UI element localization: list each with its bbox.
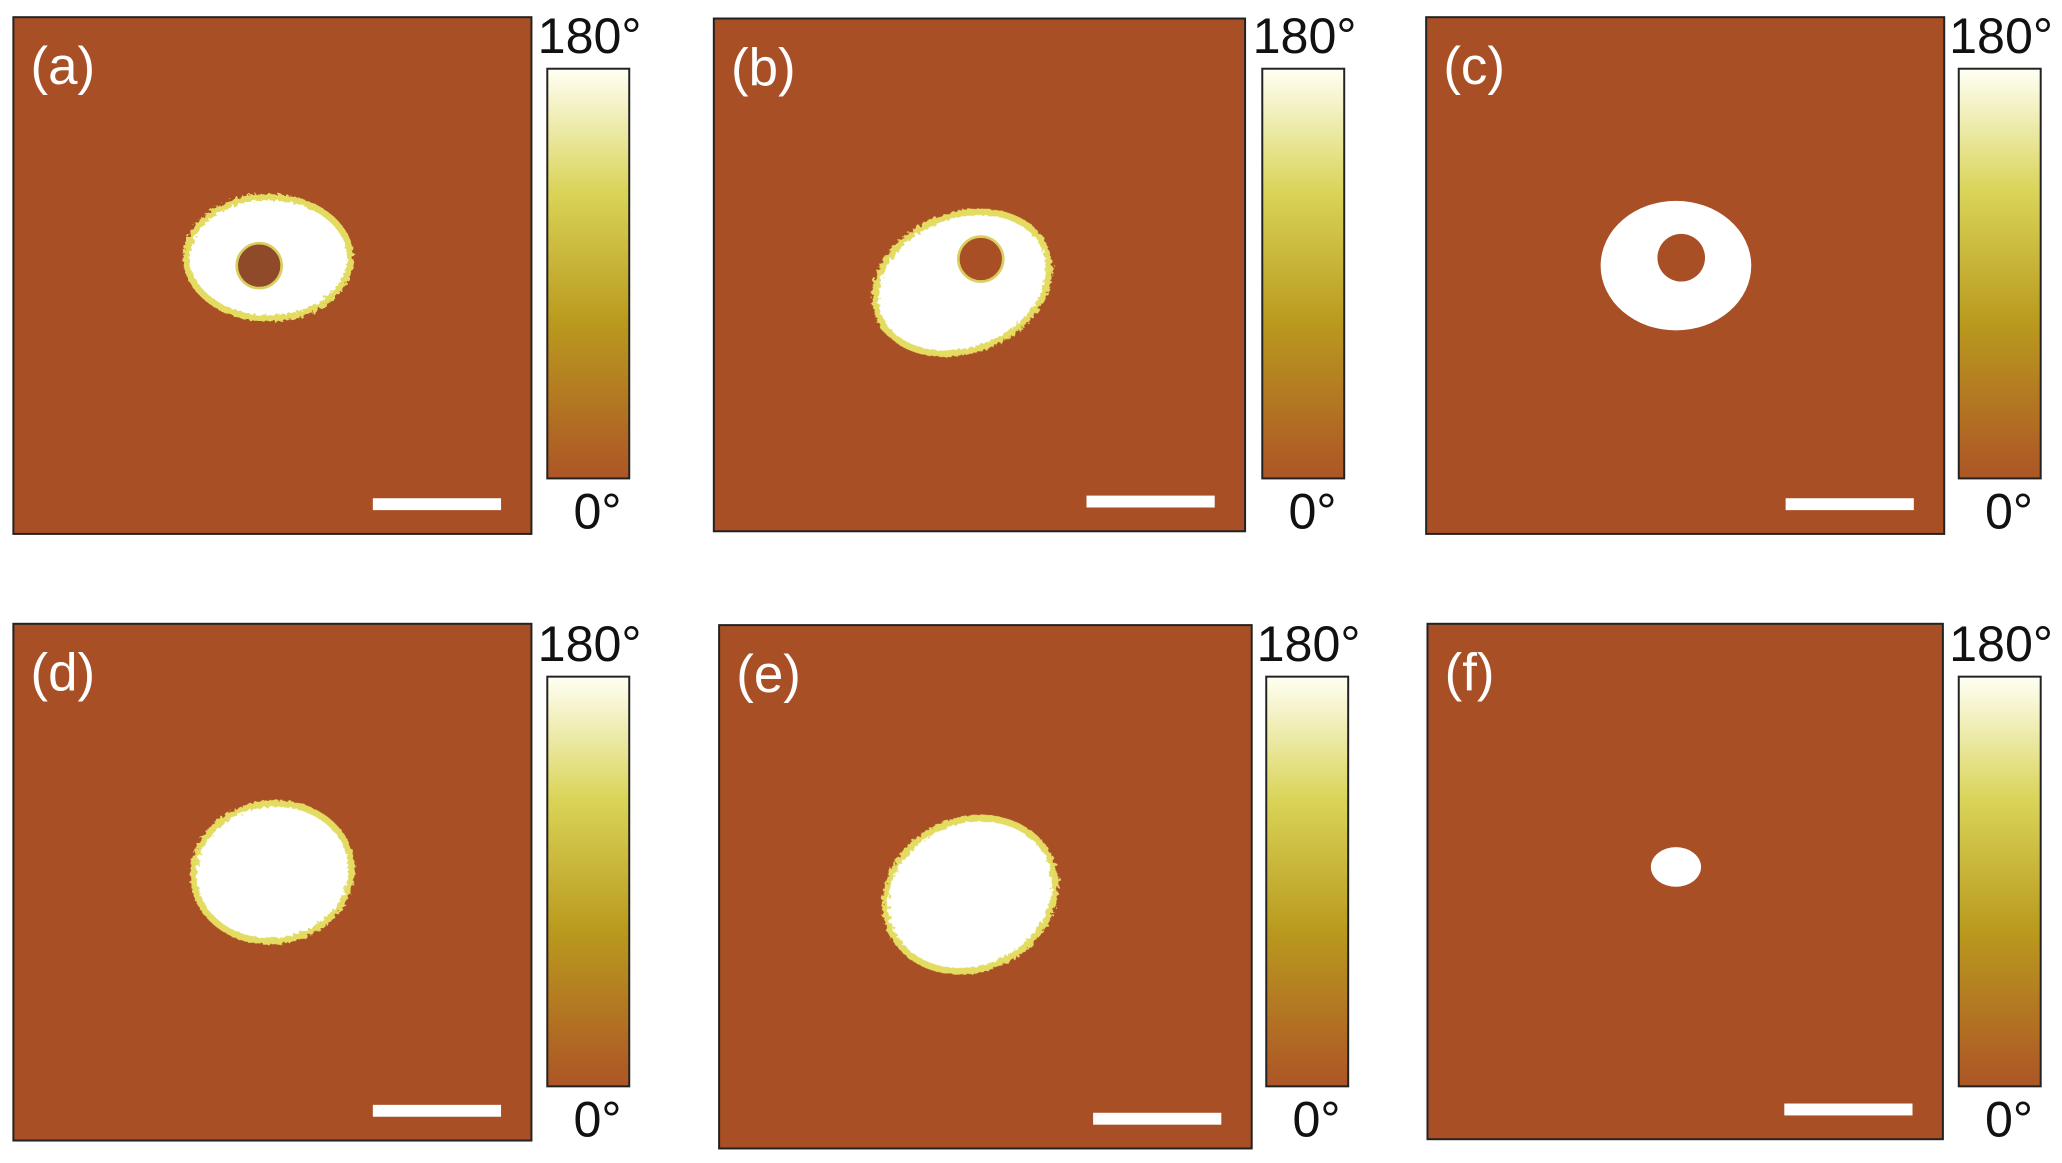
colorbar-max: 180° — [1949, 616, 2053, 672]
panel: (f) 180° 0° — [1426, 616, 2053, 1148]
panel-label: (b) — [731, 38, 796, 97]
colorbar-min: 0° — [1292, 1092, 1340, 1148]
colorbar-max: 180° — [1949, 8, 2053, 64]
colorbar-max: 180° — [1257, 616, 1361, 672]
colorbar — [1261, 67, 1346, 480]
scale-bar — [372, 1104, 502, 1117]
scale-bar — [1093, 1112, 1222, 1125]
colorbar — [546, 675, 631, 1088]
panel-label: (a) — [31, 37, 96, 96]
scale-bar — [372, 498, 502, 511]
domain — [189, 800, 355, 945]
colorbar-min: 0° — [574, 484, 622, 540]
panel-label: (e) — [736, 645, 801, 704]
phase-image — [12, 622, 533, 1142]
colorbar — [546, 67, 631, 480]
scale-bar — [1784, 1103, 1913, 1116]
panel-label: (f) — [1445, 644, 1495, 703]
panel: (e) 180° 0° — [718, 616, 1361, 1150]
colorbar — [1957, 675, 2042, 1088]
panel: (a) 180° 0° — [12, 8, 642, 540]
colorbar-min: 0° — [1985, 1092, 2033, 1148]
colorbar — [1265, 675, 1350, 1088]
domain-hole — [235, 241, 283, 290]
colorbar-max: 180° — [538, 616, 642, 672]
panel-label: (c) — [1443, 37, 1505, 96]
panel: (b) 180° 0° — [712, 8, 1357, 540]
panel: (c) 180° 0° — [1425, 8, 2053, 540]
colorbar-min: 0° — [574, 1092, 622, 1148]
domain — [1650, 847, 1702, 887]
colorbar — [1957, 67, 2042, 480]
domain-hole — [956, 235, 1005, 283]
colorbar-min: 0° — [1985, 484, 2033, 540]
colorbar-min: 0° — [1288, 484, 1336, 540]
domain — [881, 814, 1059, 975]
panel: (d) 180° 0° — [12, 616, 642, 1148]
scale-bar — [1086, 495, 1215, 508]
colorbar-max: 180° — [538, 8, 642, 64]
domain — [871, 208, 1053, 358]
scale-bar — [1785, 498, 1914, 511]
colorbar-max: 180° — [1253, 8, 1357, 64]
panel-label: (d) — [31, 644, 96, 703]
domain-hole — [1657, 233, 1706, 282]
